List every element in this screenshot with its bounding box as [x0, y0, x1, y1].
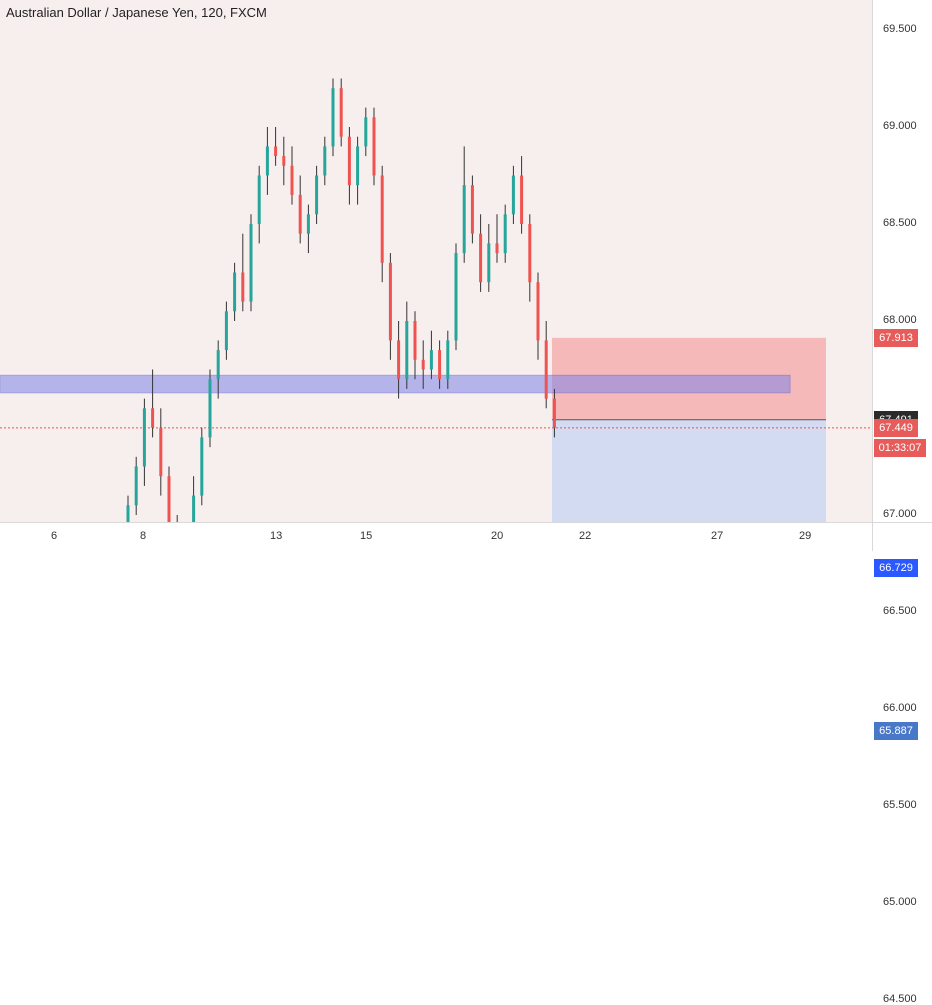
candle-body [298, 194, 302, 234]
candle-body [192, 495, 196, 522]
candle-body [167, 476, 171, 522]
candle-body [151, 408, 155, 428]
time-tick-label: 8 [140, 530, 147, 542]
price-axis[interactable]: 69.50069.00068.50068.00067.50067.00066.5… [872, 0, 932, 1005]
candle-body [142, 408, 146, 467]
price-tick-label: 68.500 [883, 217, 917, 229]
last-price-badge: 67.449 [874, 418, 918, 437]
candle-body [511, 175, 515, 215]
time-tick-label: 13 [270, 530, 283, 542]
take-profit-price-badge: 65.887 [874, 721, 918, 740]
candle-body [446, 340, 450, 380]
candle-body [421, 359, 425, 370]
price-tick-label: 65.500 [883, 799, 917, 811]
candle-body [470, 185, 474, 234]
candle-body [126, 505, 130, 522]
candle-body [159, 427, 163, 477]
candle-body [306, 214, 310, 234]
time-tick-label: 15 [360, 530, 373, 542]
candle-body [479, 233, 483, 283]
time-tick-label: 29 [799, 530, 812, 542]
candle-body [372, 117, 376, 176]
time-tick-label: 27 [711, 530, 724, 542]
candle-body [438, 350, 442, 380]
candle-body [241, 272, 245, 302]
chart-title: Australian Dollar / Japanese Yen, 120, F… [6, 5, 267, 20]
candle-body [200, 437, 204, 496]
price-tick-label: 69.500 [883, 23, 917, 35]
candle-body [405, 321, 409, 380]
candle-body [323, 146, 327, 176]
candle-body [331, 88, 335, 147]
candle-body [347, 136, 351, 186]
price-tick-label: 67.000 [883, 508, 917, 520]
time-tick-label: 20 [491, 530, 504, 542]
horizontal-line-price-badge: 66.729 [874, 558, 918, 577]
candle-body [552, 398, 556, 428]
price-tick-label: 66.500 [883, 605, 917, 617]
candle-body [536, 282, 540, 341]
bar-countdown-badge: 01:33:07 [874, 438, 926, 457]
support-zone-rectangle [0, 374, 791, 394]
price-tick-label: 69.000 [883, 120, 917, 132]
candle-body [315, 175, 319, 215]
candle-body [454, 253, 458, 341]
candle-body [216, 350, 220, 380]
candle-body [282, 156, 286, 166]
candle-body [265, 146, 269, 176]
candle-body [487, 243, 491, 283]
take-profit-zone [552, 419, 826, 522]
candle-body [397, 340, 401, 380]
candle-body [503, 214, 507, 254]
candle-body [364, 117, 368, 147]
candle-body [356, 146, 360, 186]
time-tick-label: 22 [579, 530, 592, 542]
price-tick-label: 64.500 [883, 993, 917, 1005]
chart-plot-area[interactable]: Australian Dollar / Japanese Yen, 120, F… [0, 0, 872, 522]
candle-body [388, 262, 392, 341]
stop-loss-price-badge: 67.913 [874, 328, 918, 347]
candle-body [233, 272, 237, 312]
candle-body [380, 175, 384, 263]
candle-body [544, 340, 548, 399]
time-axis[interactable]: 6 8 13 15 20 22 27 29 [0, 522, 872, 551]
candlestick-chart[interactable] [0, 0, 872, 522]
candle-body [429, 350, 433, 370]
candle-body [462, 185, 466, 254]
candle-body [134, 466, 138, 506]
price-tick-label: 68.000 [883, 314, 917, 326]
candle-body [339, 88, 343, 137]
candle-body [528, 224, 532, 283]
candle-body [290, 165, 294, 195]
candle-body [224, 311, 228, 351]
candle-body [249, 224, 253, 302]
axis-corner [872, 522, 932, 551]
price-tick-label: 66.000 [883, 702, 917, 714]
time-tick-label: 6 [51, 530, 58, 542]
price-tick-label: 65.000 [883, 896, 917, 908]
candle-body [257, 175, 261, 224]
candle-body [208, 379, 212, 438]
candle-body [495, 243, 499, 254]
candle-body [274, 146, 278, 157]
candle-body [413, 321, 417, 360]
candle-body [520, 175, 524, 224]
